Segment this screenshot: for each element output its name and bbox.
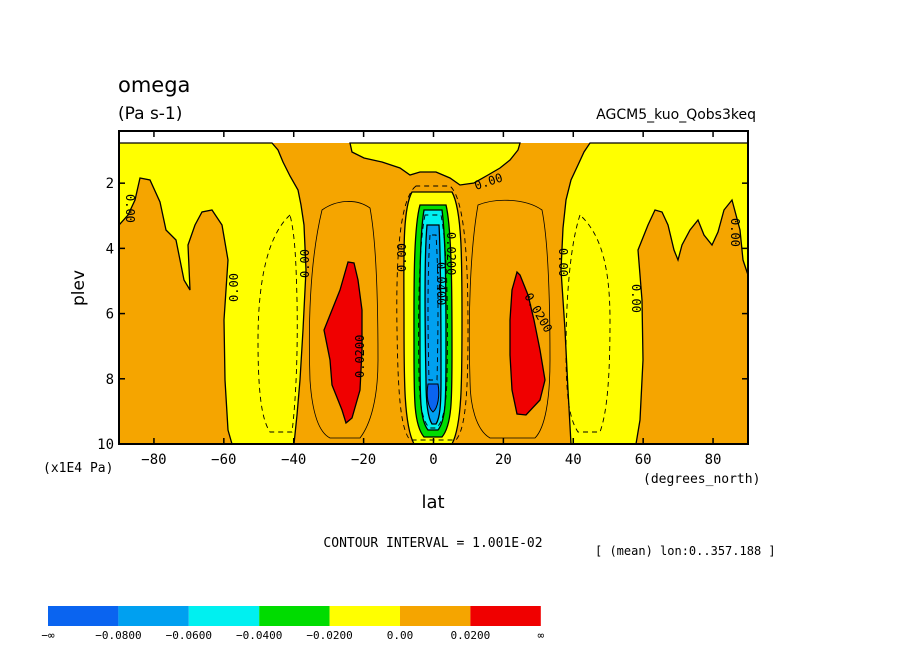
region-yellow-equator-top: [349, 142, 521, 186]
y-tick-label: 2: [106, 176, 114, 192]
colorbar-label: −0.0600: [166, 629, 212, 642]
y-tick-label: 10: [97, 437, 114, 453]
colorbar-label: 0.00: [387, 629, 414, 642]
dataset-label: AGCM5_kuo_Qobs3keq: [596, 107, 756, 123]
x-tick-label: −80: [141, 452, 166, 468]
y-axis: 2 4 6 8 10: [97, 176, 748, 453]
colorbar: −∞ −0.0800 −0.0600 −0.0400 −0.0200 0.00 0.0200…: [41, 606, 544, 642]
x-tick-label: 0: [429, 452, 437, 468]
colorbar-swatch: [188, 606, 260, 626]
contour-label: 0.00: [556, 248, 570, 277]
region-yellow-south: [118, 142, 307, 445]
x-tick-label: 40: [565, 452, 582, 468]
contour-label: 0.00: [227, 273, 241, 302]
colorbar-swatch: [400, 606, 471, 626]
colorbar-label: −∞: [41, 629, 55, 642]
thin-contours: [308, 199, 551, 439]
contour-label: 0.00: [123, 194, 137, 223]
colorbar-swatch: [118, 606, 189, 626]
region-red-north: [509, 270, 546, 416]
colorbar-label: −0.0800: [95, 629, 141, 642]
x-tick-label: −40: [281, 452, 306, 468]
chart-units: (Pa s-1): [118, 104, 182, 124]
x-tick-label: −20: [351, 452, 376, 468]
x-tick-label: −60: [211, 452, 236, 468]
y-axis-title: plev: [69, 270, 89, 306]
contour-label: 0.0200: [444, 232, 458, 275]
colorbar-label: −0.0400: [236, 629, 282, 642]
colorbar-swatch: [259, 606, 330, 626]
y-tick-label: 8: [106, 372, 114, 388]
colorbar-label: 0.0200: [451, 629, 491, 642]
contour-label: 0.0400: [434, 262, 448, 305]
plot-area: 0.00 0.00 0.00 0.0200 0.00 0.00 0.0200 0…: [118, 130, 749, 445]
colorbar-swatch: [470, 606, 541, 626]
colorbar-label: −0.0200: [306, 629, 352, 642]
y-tick-label: 6: [106, 307, 114, 323]
x-axis-units: (degrees_north): [643, 472, 760, 487]
x-tick-label: 60: [635, 452, 652, 468]
chart-title: omega: [118, 73, 190, 97]
region-red-south: [323, 261, 363, 425]
contour-label: 0.00: [395, 243, 409, 272]
region-darkblue: [426, 383, 440, 413]
contour-label: 0.0200: [353, 335, 367, 378]
x-tick-label: 80: [705, 452, 722, 468]
y-axis-units: (x1E4 Pa): [43, 461, 113, 476]
x-tick-label: 20: [495, 452, 512, 468]
contour-interval: CONTOUR INTERVAL = 1.001E-02: [323, 536, 542, 551]
colorbar-label: ∞: [537, 629, 544, 642]
x-axis-title: lat: [421, 492, 444, 513]
mean-note: [ (mean) lon:0..357.188 ]: [595, 544, 776, 558]
dashed-contours: [257, 185, 611, 441]
x-axis: −80 −60 −40 −20 0 20 40 60 80: [141, 131, 721, 468]
colorbar-swatch: [329, 606, 400, 626]
region-yellow-north: [560, 142, 749, 445]
contour-label: 0.00: [629, 284, 643, 313]
colorbar-swatch: [48, 606, 119, 626]
y-tick-label: 4: [106, 241, 114, 257]
contour-label: 0.00: [728, 218, 742, 247]
contour-label: 0.00: [298, 249, 312, 278]
